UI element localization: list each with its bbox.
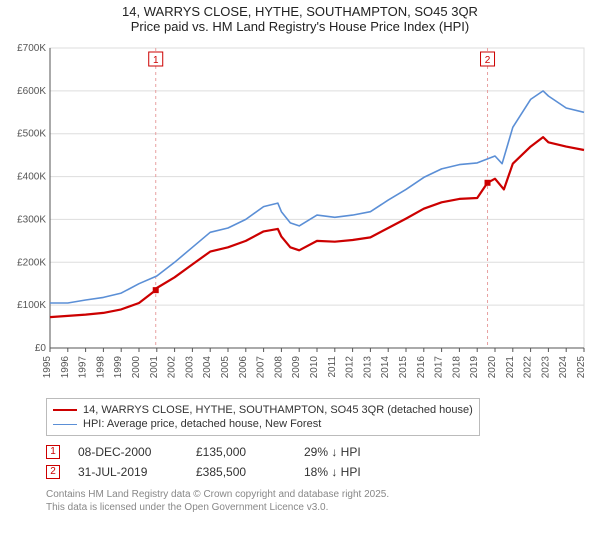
event-row: 1 08-DEC-2000 £135,000 29% ↓ HPI xyxy=(46,442,592,462)
svg-text:£500K: £500K xyxy=(17,129,46,140)
svg-text:2022: 2022 xyxy=(523,356,534,379)
legend-label: HPI: Average price, detached house, New … xyxy=(83,418,321,430)
svg-text:1: 1 xyxy=(153,55,159,66)
svg-text:2: 2 xyxy=(485,55,491,66)
svg-text:2016: 2016 xyxy=(416,356,427,379)
svg-text:2006: 2006 xyxy=(238,356,249,379)
svg-text:2025: 2025 xyxy=(576,356,587,379)
svg-text:2024: 2024 xyxy=(558,356,569,379)
legend: 14, WARRYS CLOSE, HYTHE, SOUTHAMPTON, SO… xyxy=(46,398,480,436)
legend-label: 14, WARRYS CLOSE, HYTHE, SOUTHAMPTON, SO… xyxy=(83,404,473,416)
event-marker: 2 xyxy=(46,465,60,479)
footer-line-1: Contains HM Land Registry data © Crown c… xyxy=(46,488,592,501)
svg-text:1996: 1996 xyxy=(60,356,71,379)
chart-area: £0 £100K £200K £300K £400K £500K £600K £700K 199… xyxy=(8,40,592,390)
legend-swatch xyxy=(53,424,77,425)
svg-text:2002: 2002 xyxy=(167,356,178,379)
svg-text:£600K: £600K xyxy=(17,86,46,97)
svg-text:2001: 2001 xyxy=(149,356,160,379)
event-marker: 1 xyxy=(46,445,60,459)
svg-text:2015: 2015 xyxy=(398,356,409,379)
svg-text:2005: 2005 xyxy=(220,356,231,379)
svg-text:2010: 2010 xyxy=(309,356,320,379)
event-row: 2 31-JUL-2019 £385,500 18% ↓ HPI xyxy=(46,462,592,482)
svg-text:2000: 2000 xyxy=(131,356,142,379)
svg-text:2019: 2019 xyxy=(469,356,480,379)
svg-text:2018: 2018 xyxy=(451,356,462,379)
title-sub: Price paid vs. HM Land Registry's House … xyxy=(8,19,592,34)
title-block: 14, WARRYS CLOSE, HYTHE, SOUTHAMPTON, SO… xyxy=(8,4,592,34)
svg-text:2011: 2011 xyxy=(327,356,338,378)
svg-text:£700K: £700K xyxy=(17,43,46,54)
legend-row: HPI: Average price, detached house, New … xyxy=(53,417,473,431)
svg-text:2012: 2012 xyxy=(345,356,356,379)
svg-text:£400K: £400K xyxy=(17,172,46,183)
svg-text:1998: 1998 xyxy=(95,356,106,379)
title-main: 14, WARRYS CLOSE, HYTHE, SOUTHAMPTON, SO… xyxy=(8,4,592,19)
footer-line-2: This data is licensed under the Open Gov… xyxy=(46,501,592,514)
svg-text:£100K: £100K xyxy=(17,300,46,311)
line-chart-svg: £0 £100K £200K £300K £400K £500K £600K £700K 199… xyxy=(8,40,592,390)
event-delta: 18% ↓ HPI xyxy=(304,465,361,479)
event-price: £135,000 xyxy=(196,445,286,459)
event-date: 08-DEC-2000 xyxy=(78,445,178,459)
svg-text:£200K: £200K xyxy=(17,257,46,268)
svg-text:2017: 2017 xyxy=(434,356,445,379)
svg-text:2023: 2023 xyxy=(540,356,551,379)
svg-text:2007: 2007 xyxy=(256,356,267,379)
event-delta: 29% ↓ HPI xyxy=(304,445,361,459)
legend-swatch xyxy=(53,409,77,411)
svg-text:1997: 1997 xyxy=(78,356,89,379)
svg-text:2013: 2013 xyxy=(362,356,373,379)
svg-text:2020: 2020 xyxy=(487,356,498,379)
svg-text:2014: 2014 xyxy=(380,356,391,379)
svg-text:1999: 1999 xyxy=(113,356,124,379)
event-table: 1 08-DEC-2000 £135,000 29% ↓ HPI 2 31-JUL-201… xyxy=(46,442,592,482)
svg-text:2004: 2004 xyxy=(202,356,213,379)
svg-text:2003: 2003 xyxy=(184,356,195,379)
chart-container: 14, WARRYS CLOSE, HYTHE, SOUTHAMPTON, SO… xyxy=(0,0,600,514)
svg-text:1995: 1995 xyxy=(42,356,53,379)
event-date: 31-JUL-2019 xyxy=(78,465,178,479)
svg-text:2008: 2008 xyxy=(273,356,284,379)
legend-row: 14, WARRYS CLOSE, HYTHE, SOUTHAMPTON, SO… xyxy=(53,403,473,417)
event-price: £385,500 xyxy=(196,465,286,479)
svg-text:£300K: £300K xyxy=(17,214,46,225)
footer-attribution: Contains HM Land Registry data © Crown c… xyxy=(46,488,592,514)
svg-text:2009: 2009 xyxy=(291,356,302,379)
svg-text:£0: £0 xyxy=(35,343,47,354)
svg-text:2021: 2021 xyxy=(505,356,516,379)
